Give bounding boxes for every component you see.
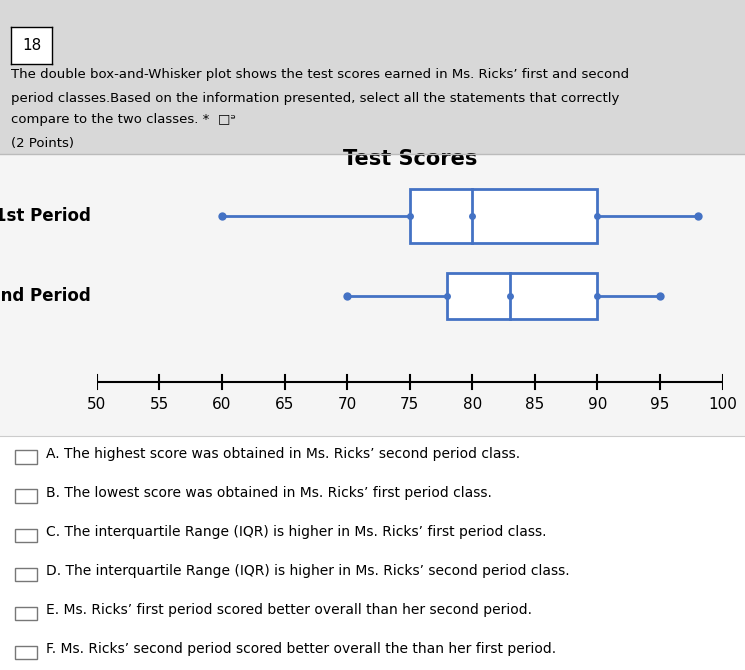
Text: B. The lowest score was obtained in Ms. Ricks’ first period class.: B. The lowest score was obtained in Ms. … <box>46 486 492 500</box>
Text: The double box-and-Whisker plot shows the test scores earned in Ms. Ricks’ first: The double box-and-Whisker plot shows th… <box>11 68 630 81</box>
Text: F. Ms. Ricks’ second period scored better overall the than her first period.: F. Ms. Ricks’ second period scored bette… <box>46 643 557 657</box>
Text: 18: 18 <box>22 38 41 53</box>
Text: Test Scores: Test Scores <box>343 149 477 169</box>
Text: 55: 55 <box>150 397 169 411</box>
Text: (2 Points): (2 Points) <box>11 137 74 150</box>
Text: 1st Period: 1st Period <box>0 207 91 224</box>
Text: E. Ms. Ricks’ first period scored better overall than her second period.: E. Ms. Ricks’ first period scored better… <box>46 603 532 617</box>
Text: 65: 65 <box>275 397 294 411</box>
Text: 60: 60 <box>212 397 232 411</box>
Text: 2nd Period: 2nd Period <box>0 287 91 305</box>
Text: 100: 100 <box>708 397 737 411</box>
Text: D. The interquartile Range (IQR) is higher in Ms. Ricks’ second period class.: D. The interquartile Range (IQR) is high… <box>46 564 570 578</box>
Bar <box>15 489 37 503</box>
Text: period classes.Based on the information presented, select all the statements tha: period classes.Based on the information … <box>11 92 620 105</box>
Text: 70: 70 <box>337 397 357 411</box>
Bar <box>410 189 597 243</box>
Bar <box>15 529 37 542</box>
Text: 95: 95 <box>650 397 670 411</box>
Bar <box>15 450 37 464</box>
Text: C. The interquartile Range (IQR) is higher in Ms. Ricks’ first period class.: C. The interquartile Range (IQR) is high… <box>46 525 547 539</box>
Bar <box>447 273 597 319</box>
Text: 90: 90 <box>588 397 607 411</box>
Bar <box>15 646 37 659</box>
Bar <box>15 567 37 581</box>
Text: 50: 50 <box>87 397 107 411</box>
Text: A. The highest score was obtained in Ms. Ricks’ second period class.: A. The highest score was obtained in Ms.… <box>46 447 520 461</box>
Text: 80: 80 <box>463 397 482 411</box>
Text: 85: 85 <box>525 397 545 411</box>
Text: 75: 75 <box>400 397 419 411</box>
Text: compare to the two classes. *  □ᵊ: compare to the two classes. * □ᵊ <box>11 113 236 126</box>
Bar <box>15 607 37 620</box>
